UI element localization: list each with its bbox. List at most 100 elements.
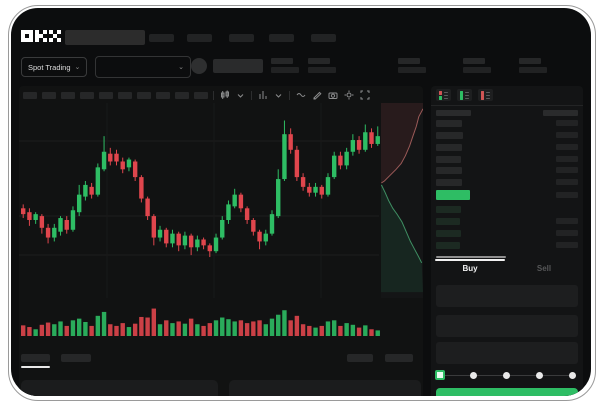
order-input-skeleton[interactable] [436, 342, 578, 364]
candle-body [101, 151, 107, 170]
panel-tab-skeleton[interactable] [385, 354, 413, 362]
timeframe-skeleton[interactable] [61, 91, 75, 99]
bid-amount-skeleton[interactable] [556, 242, 578, 248]
candle-body [220, 220, 225, 238]
timeframe-skeleton[interactable] [23, 91, 37, 99]
candle-body [369, 132, 374, 144]
ob-header-right[interactable] [543, 110, 578, 116]
amount-slider[interactable] [435, 370, 578, 380]
bid-price-skeleton[interactable] [436, 242, 460, 249]
timeframe-skeleton[interactable] [118, 91, 132, 99]
timeframe-skeleton[interactable] [156, 91, 170, 99]
volume-bar [114, 325, 119, 336]
indicator-bars-icon[interactable] [257, 90, 268, 101]
slider-dot[interactable] [569, 371, 576, 379]
amount-skeleton[interactable] [556, 192, 578, 198]
nav-item-skeleton[interactable] [229, 34, 254, 42]
volume-bar [45, 322, 51, 336]
stat-value-skeleton [271, 67, 299, 73]
bid-price-skeleton[interactable] [436, 206, 461, 213]
volume-bar [263, 324, 268, 336]
timeframe-skeleton[interactable] [42, 91, 56, 99]
bottom-input-skeleton[interactable] [229, 380, 421, 396]
pencil-icon[interactable] [311, 90, 322, 101]
stat-value-skeleton [398, 67, 426, 73]
volume-bar [226, 319, 231, 336]
ask-price-skeleton[interactable] [436, 120, 462, 127]
ask-price-skeleton[interactable] [436, 144, 462, 151]
tab-buy[interactable]: Buy [462, 264, 478, 273]
order-input-skeleton[interactable] [436, 315, 578, 337]
ask-amount-skeleton[interactable] [556, 179, 578, 185]
market-sub-bar: Spot Trading ⌄ ⌄ [19, 56, 583, 80]
candlestick-chart[interactable] [19, 103, 423, 298]
nav-item-skeleton[interactable] [311, 34, 336, 42]
slider-dot[interactable] [503, 371, 510, 379]
ask-price-skeleton[interactable] [436, 132, 463, 139]
candle-body [244, 208, 250, 220]
bid-amount-skeleton[interactable] [556, 230, 578, 236]
timeframe-skeleton[interactable] [99, 91, 113, 99]
timeframe-skeleton[interactable] [194, 91, 208, 99]
nav-item-skeleton[interactable] [187, 34, 212, 42]
candle-body [89, 186, 94, 195]
camera-icon[interactable] [327, 90, 338, 101]
last-price-badge[interactable] [436, 190, 470, 200]
volume-bar [145, 317, 150, 336]
slider-dot[interactable] [536, 371, 543, 379]
ask-amount-skeleton[interactable] [556, 167, 578, 173]
bid-price-skeleton[interactable] [436, 230, 461, 237]
chevron-down-icon[interactable] [273, 90, 284, 101]
timeframe-skeleton[interactable] [80, 91, 94, 99]
slider-dot[interactable] [470, 371, 477, 379]
slider-handle[interactable] [435, 370, 445, 380]
volume-bar [319, 325, 324, 336]
candle-style-icon[interactable] [219, 90, 230, 101]
volume-bar [95, 315, 101, 336]
book-both-icon[interactable] [436, 89, 451, 101]
candle-body [294, 149, 300, 178]
timeframe-skeleton[interactable] [137, 91, 151, 99]
panel-tab-skeleton[interactable] [61, 354, 91, 362]
nav-item-skeleton[interactable] [269, 34, 294, 42]
pair-selector-dropdown[interactable]: ⌄ [95, 56, 191, 78]
gear-icon[interactable] [343, 90, 354, 101]
candle-body [157, 229, 163, 238]
bid-price-skeleton[interactable] [436, 218, 460, 225]
nav-item-skeleton[interactable] [149, 34, 174, 42]
bottom-input-skeleton[interactable] [21, 380, 218, 396]
buy-button[interactable] [436, 388, 578, 396]
ob-header-left[interactable] [436, 110, 471, 116]
volume-bar [282, 310, 287, 336]
volume-bar [58, 321, 63, 336]
ask-amount-skeleton[interactable] [556, 132, 578, 138]
ask-amount-skeleton[interactable] [556, 120, 578, 126]
candle-body [45, 227, 51, 238]
ask-price-skeleton[interactable] [436, 179, 462, 186]
ask-price-skeleton[interactable] [436, 167, 462, 174]
book-asks-icon[interactable] [478, 89, 493, 101]
book-bids-icon[interactable] [457, 89, 472, 101]
stat-label-skeleton [463, 58, 485, 64]
wave-icon[interactable] [295, 90, 306, 101]
okx-logo[interactable] [21, 30, 61, 48]
spot-trading-dropdown[interactable]: Spot Trading ⌄ [21, 57, 88, 77]
candle-body [58, 218, 63, 232]
bid-amount-skeleton[interactable] [556, 218, 578, 224]
chart-toolbar [23, 88, 419, 102]
volume-bar [139, 316, 144, 336]
candle-body [39, 216, 45, 228]
orderbook-scrollbar[interactable] [436, 256, 506, 258]
timeframe-skeleton[interactable] [175, 91, 189, 99]
panel-tab-skeleton[interactable] [21, 354, 50, 362]
ask-price-skeleton[interactable] [436, 156, 461, 163]
ask-amount-skeleton[interactable] [556, 144, 578, 150]
chevron-down-icon[interactable] [235, 90, 246, 101]
order-input-skeleton[interactable] [436, 285, 578, 307]
ask-amount-skeleton[interactable] [556, 156, 578, 162]
coin-avatar[interactable] [191, 58, 207, 74]
search-input[interactable] [65, 30, 145, 45]
panel-tab-skeleton[interactable] [347, 354, 373, 362]
fullscreen-icon[interactable] [359, 90, 370, 101]
tab-sell[interactable]: Sell [536, 264, 552, 273]
